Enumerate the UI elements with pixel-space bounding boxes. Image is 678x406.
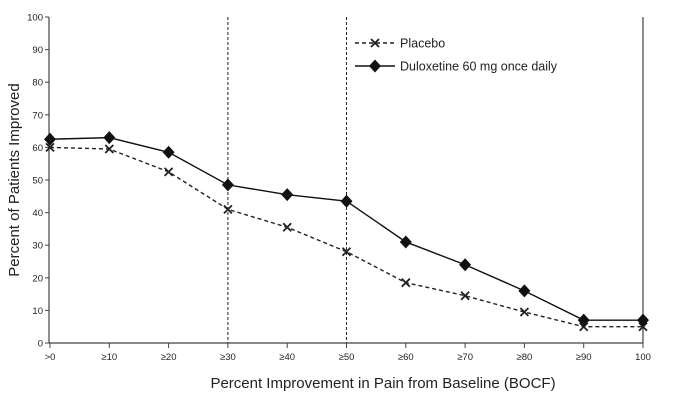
x-tick-label: ≥10	[101, 352, 117, 363]
y-tick-label: 40	[32, 208, 43, 219]
x-tick-label: ≥20	[161, 352, 177, 363]
data-point-1	[162, 145, 175, 159]
data-point-0	[45, 142, 55, 153]
data-point-0	[163, 167, 174, 177]
data-point-0	[519, 307, 530, 317]
y-tick-label: 30	[32, 241, 43, 252]
series-line-0	[49, 146, 643, 328]
data-point-1	[518, 284, 531, 298]
x-tick-label: ≥70	[457, 352, 473, 363]
legend-label: Placebo	[400, 37, 445, 51]
x-tick-label: >0	[45, 352, 56, 363]
y-tick-label: 100	[27, 13, 43, 24]
data-point-1	[637, 313, 649, 327]
data-point-0	[401, 278, 411, 288]
y-tick-label: 50	[32, 176, 43, 187]
legend-label: Duloxetine 60 mg once daily	[400, 60, 558, 74]
data-point-0	[638, 322, 648, 332]
y-tick-label: 70	[32, 110, 43, 121]
legend-marker-1	[369, 59, 381, 73]
data-point-1	[577, 313, 590, 327]
data-point-1	[221, 178, 234, 192]
x-tick-label: 100	[635, 352, 651, 363]
y-tick-label: 10	[32, 306, 43, 317]
x-tick-label: ≥90	[576, 352, 592, 363]
data-point-0	[223, 204, 233, 214]
y-tick-label: 90	[32, 45, 43, 56]
y-tick-label: 60	[32, 143, 43, 154]
y-tick-label: 0	[38, 339, 43, 350]
data-point-1	[399, 235, 412, 249]
x-axis-label: Percent Improvement in Pain from Baselin…	[210, 375, 555, 392]
data-point-1	[281, 188, 294, 202]
x-tick-label: ≥50	[339, 352, 355, 363]
data-point-0	[341, 247, 352, 257]
data-point-1	[459, 258, 472, 272]
x-tick-label: ≥80	[517, 352, 533, 363]
x-tick-label: ≥60	[398, 352, 414, 363]
data-point-0	[282, 222, 292, 232]
data-point-1	[44, 132, 56, 146]
legend-marker-0	[370, 38, 380, 48]
data-point-1	[103, 131, 116, 145]
x-tick-label: ≥40	[279, 352, 295, 363]
data-point-0	[104, 144, 114, 154]
y-tick-label: 20	[32, 273, 43, 284]
x-tick-label: ≥30	[220, 352, 236, 363]
y-tick-label: 80	[32, 78, 43, 89]
y-axis-label: Percent of Patients Improved	[6, 83, 23, 276]
data-point-0	[460, 291, 470, 301]
data-point-1	[340, 194, 353, 208]
data-point-0	[579, 322, 589, 332]
